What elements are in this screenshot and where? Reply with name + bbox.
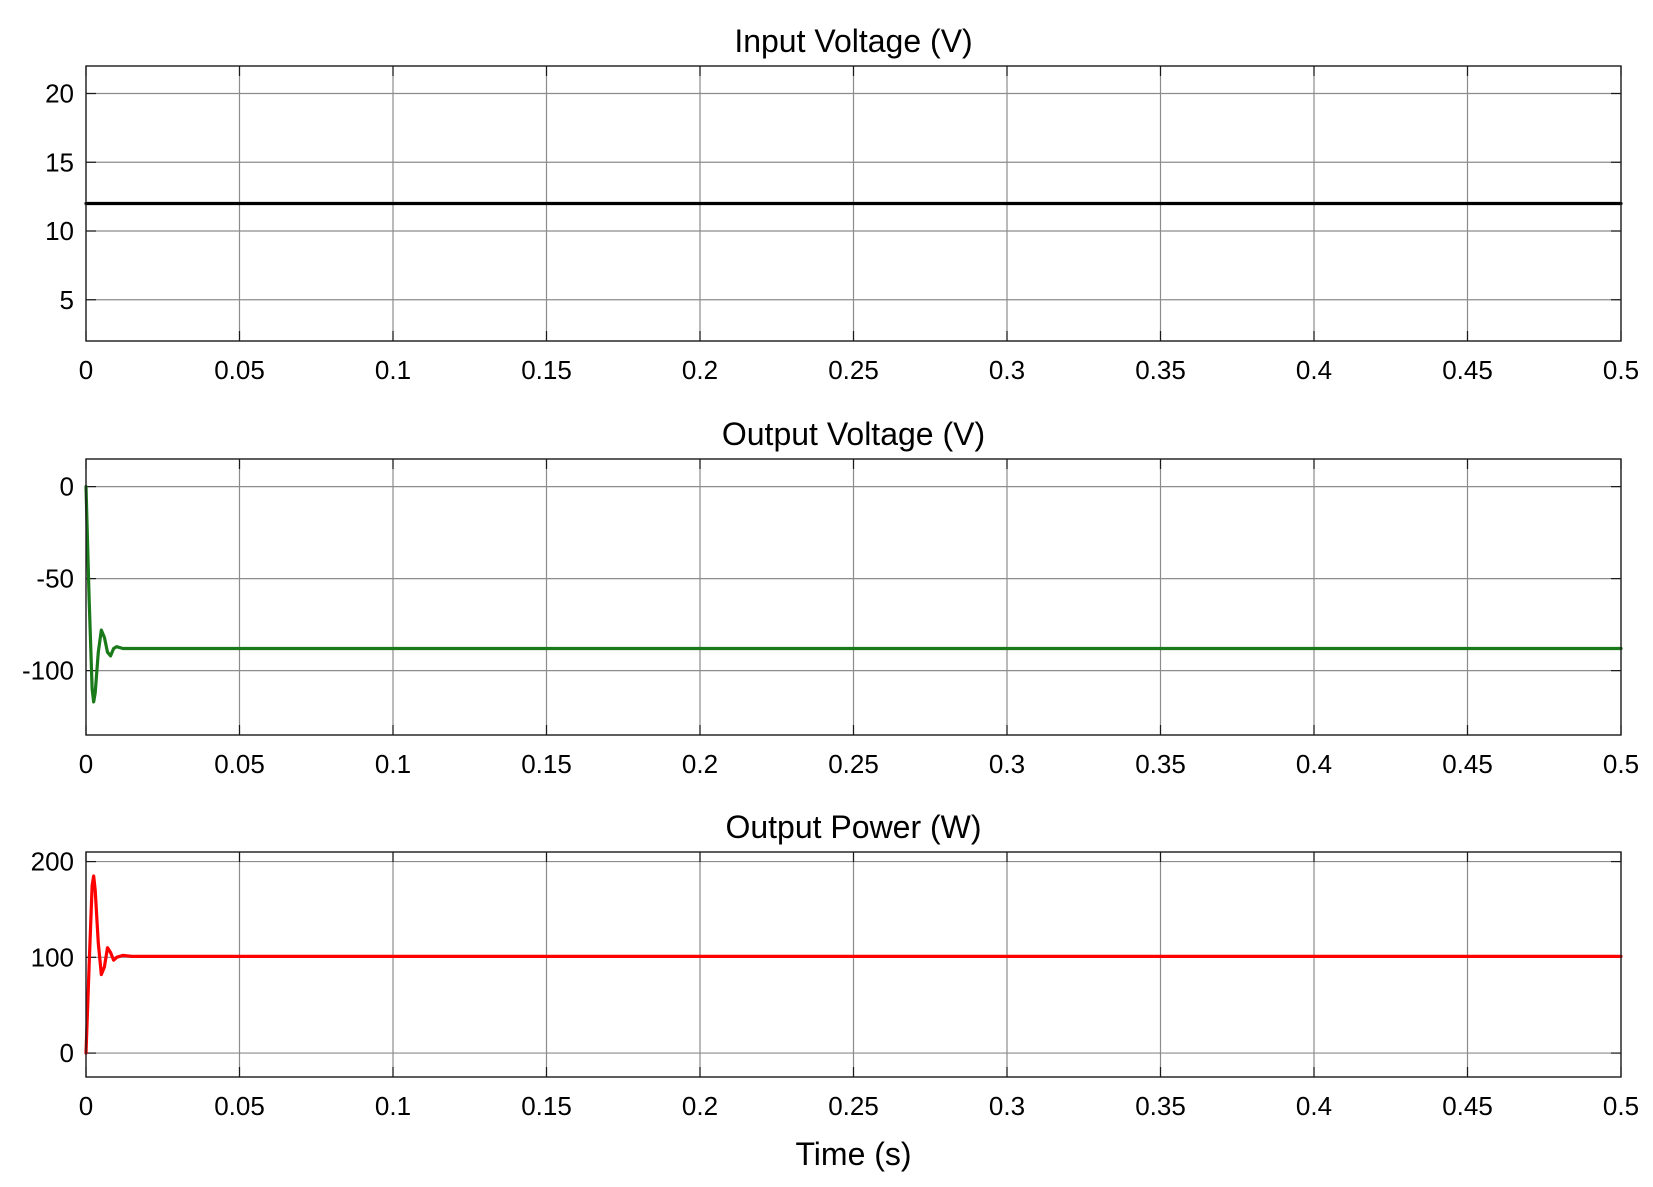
x-tick-label: 0.3 (989, 749, 1025, 779)
y-tick-label: 0 (60, 472, 74, 502)
panel-2: 0 0.05 0.1 0.15 0.2 0.25 0.3 0.35 0.4 0.45 0.5 -100… (22, 416, 1639, 779)
x-tick-label: 0.25 (828, 1091, 879, 1121)
x-tick-label: 0.15 (521, 749, 572, 779)
x-tick-label: 0.15 (521, 1091, 572, 1121)
x-tick-label: 0.3 (989, 355, 1025, 385)
x-tick-label: 0.5 (1603, 749, 1639, 779)
y-tick-label: 200 (31, 847, 74, 877)
x-tick-label: 0 (79, 1091, 93, 1121)
axes-box (85, 851, 1622, 1078)
x-tick-label: 0.35 (1135, 1091, 1186, 1121)
y-tick-label: -100 (22, 656, 74, 686)
x-tick-label: 0.1 (375, 749, 411, 779)
x-tick-label: 0 (79, 355, 93, 385)
y-tick-label: 15 (45, 147, 74, 177)
x-tick-label: 0.5 (1603, 355, 1639, 385)
x-tick-label: 0.05 (214, 749, 265, 779)
x-tick-label: 0.35 (1135, 355, 1186, 385)
x-tick-label: 0.25 (828, 355, 879, 385)
x-tick-label: 0.4 (1296, 355, 1332, 385)
x-tick-label: 0.25 (828, 749, 879, 779)
x-tick-label: 0.4 (1296, 749, 1332, 779)
x-tick-label: 0.45 (1442, 1091, 1493, 1121)
axes-box (85, 458, 1622, 736)
panel-1: 0 0.05 0.1 0.15 0.2 0.25 0.3 0.35 0.4 0.45 0.5 5 10 1… (45, 23, 1639, 385)
x-tick-label: 0.5 (1603, 1091, 1639, 1121)
x-tick-label: 0.45 (1442, 749, 1493, 779)
axes-box (85, 65, 1622, 342)
panel-3: 0 0.05 0.1 0.15 0.2 0.25 0.3 0.35 0.4 0.45 0.5 0 100… (31, 809, 1639, 1172)
y-tick-label: 100 (31, 942, 74, 972)
x-tick-label: 0.05 (214, 1091, 265, 1121)
y-tick-label: 20 (45, 79, 74, 109)
x-tick-label: 0.1 (375, 355, 411, 385)
x-tick-label: 0.1 (375, 1091, 411, 1121)
x-tick-label: 0.2 (682, 1091, 718, 1121)
x-tick-label: 0.4 (1296, 1091, 1332, 1121)
x-tick-label: 0.35 (1135, 749, 1186, 779)
y-tick-label: -50 (36, 564, 74, 594)
y-tick-label: 0 (60, 1038, 74, 1068)
x-tick-label: 0 (79, 749, 93, 779)
panel-title-input-voltage-v: Input Voltage (V) (734, 23, 972, 59)
x-tick-label: 0.15 (521, 355, 572, 385)
x-tick-label: 0.2 (682, 355, 718, 385)
x-tick-label: 0.2 (682, 749, 718, 779)
x-tick-label: 0.05 (214, 355, 265, 385)
y-tick-label: 10 (45, 216, 74, 246)
x-tick-label: 0.45 (1442, 355, 1493, 385)
panel-title-output-voltage-v: Output Voltage (V) (722, 416, 985, 452)
x-axis-label: Time (s) (795, 1136, 911, 1172)
panel-title-output-power-w: Output Power (W) (725, 809, 981, 845)
x-tick-label: 0.3 (989, 1091, 1025, 1121)
y-tick-label: 5 (60, 285, 74, 315)
